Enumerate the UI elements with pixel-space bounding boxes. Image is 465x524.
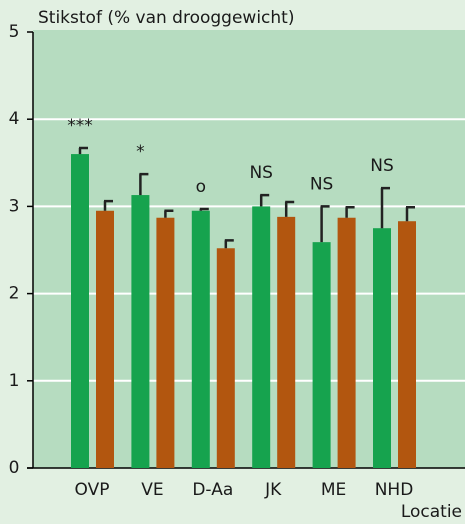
- x-tick-label: ME: [321, 480, 346, 500]
- error-bar: [139, 172, 149, 196]
- bar: [277, 216, 296, 468]
- bar: [373, 228, 391, 468]
- y-tick-label: 3: [9, 196, 20, 216]
- bar: [96, 210, 114, 468]
- annotation: NS: [370, 156, 394, 176]
- y-tick-label: 4: [9, 109, 20, 129]
- error-bar: [164, 209, 174, 218]
- error-bar: [199, 207, 209, 211]
- x-tick-label: JK: [264, 480, 282, 500]
- x-axis-label: Locatie: [401, 502, 462, 522]
- bar: [191, 210, 210, 468]
- annotation: NS: [249, 163, 273, 183]
- bar: [252, 206, 271, 468]
- annotation: NS: [310, 174, 334, 194]
- bar: [156, 217, 175, 468]
- bar: [312, 242, 331, 468]
- annotation: ***: [67, 116, 93, 136]
- error-bar: [103, 199, 113, 211]
- error-bar: [345, 206, 355, 218]
- error-bar: [405, 206, 415, 222]
- bar: [216, 248, 235, 468]
- bar: [337, 217, 356, 468]
- error-bar: [284, 200, 295, 217]
- y-tick-label: 5: [9, 22, 20, 42]
- x-tick-label: VE: [141, 480, 163, 500]
- x-tick-label: D-Aa: [192, 480, 233, 500]
- bar: [398, 221, 416, 468]
- error-bar: [224, 239, 234, 249]
- annotation: *: [136, 142, 145, 162]
- annotation: o: [196, 177, 206, 197]
- bar: [131, 195, 150, 468]
- error-bar: [78, 146, 88, 155]
- x-tick-label: OVP: [75, 480, 110, 500]
- y-tick-label: 2: [9, 284, 20, 304]
- x-tick-label: NHD: [375, 480, 414, 500]
- error-bar: [380, 186, 390, 229]
- bar: [71, 154, 89, 468]
- y-tick-label: 0: [9, 458, 20, 478]
- error-bar: [320, 205, 330, 243]
- error-bar: [259, 193, 270, 207]
- y-tick-label: 1: [9, 371, 20, 391]
- y-axis-label: Stikstof (% van drooggewicht): [38, 8, 294, 28]
